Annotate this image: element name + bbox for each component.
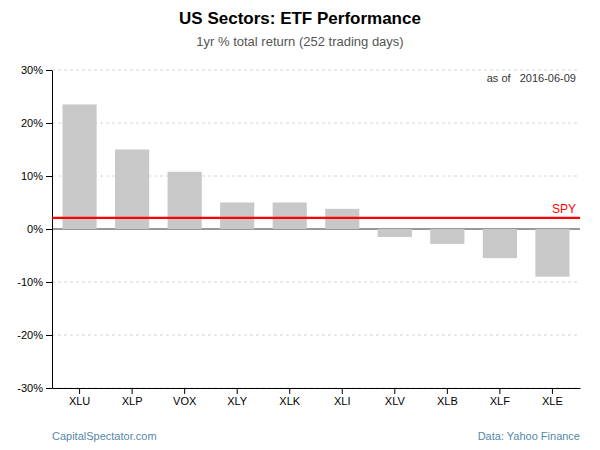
marks	[52, 104, 580, 276]
footer-left: CapitalSpectator.com	[52, 430, 157, 442]
y-tick: -10%	[17, 276, 52, 288]
y-tick: -30%	[17, 382, 52, 394]
x-tick-mark	[237, 388, 238, 394]
x-tick-label: XLU	[69, 395, 90, 407]
x-tick: XLP	[122, 388, 143, 407]
bar	[535, 229, 569, 277]
y-axis: -30% -20% -10% 0% 10% 20% 30%	[17, 64, 52, 394]
bar	[63, 104, 97, 229]
y-tick-label: 30%	[21, 64, 43, 76]
x-tick-label: XLP	[122, 395, 143, 407]
plot-area: -30%-20%-10%0%10%20%30%XLUXLPVOXXLYXLKXL…	[17, 64, 580, 407]
x-tick-mark	[499, 388, 500, 394]
title: US Sectors: ETF Performance	[179, 9, 421, 28]
y-tick-mark	[46, 229, 52, 230]
y-tick-label: 20%	[21, 117, 43, 129]
x-tick: VOX	[173, 388, 197, 407]
x-tick-mark	[342, 388, 343, 394]
y-tick-label: 0%	[27, 223, 43, 235]
bar	[220, 203, 254, 230]
y-tick: 10%	[21, 170, 52, 182]
chart-container: US Sectors: ETF Performance 1yr % total r…	[0, 0, 600, 450]
chart-svg: US Sectors: ETF Performance 1yr % total r…	[0, 0, 600, 450]
x-tick: XLY	[227, 388, 248, 407]
y-tick-mark	[46, 70, 52, 71]
grid-line	[52, 123, 580, 124]
y-tick: 30%	[21, 64, 52, 76]
x-tick-label: XLI	[334, 395, 351, 407]
x-tick-label: VOX	[173, 395, 197, 407]
x-tick-label: XLB	[437, 395, 458, 407]
x-tick-mark	[289, 388, 290, 394]
y-tick-mark	[46, 176, 52, 177]
x-tick-label: XLE	[542, 395, 563, 407]
bar	[483, 229, 517, 258]
x-tick: XLB	[437, 388, 458, 407]
y-tick: 0%	[27, 223, 52, 235]
grid-line	[52, 70, 580, 71]
x-tick: XLF	[490, 388, 510, 407]
x-axis: XLU XLP VOX XLY XLK XLI XLV XLB XLF XLE	[53, 388, 581, 407]
bar	[378, 229, 412, 237]
grid-line	[52, 388, 580, 389]
grid	[52, 70, 580, 388]
x-tick: XLI	[334, 388, 351, 407]
x-tick-mark	[184, 388, 185, 394]
y-tick-label: -20%	[17, 329, 43, 341]
y-axis-line	[52, 71, 53, 389]
grid-line	[52, 335, 580, 336]
x-tick-label: XLF	[490, 395, 510, 407]
x-tick-mark	[552, 388, 553, 394]
reference-line-label: SPY	[552, 202, 576, 216]
grid-line	[52, 282, 580, 283]
x-tick: XLV	[385, 388, 406, 407]
x-tick-mark	[394, 388, 395, 394]
x-tick: XLE	[542, 388, 563, 407]
x-tick-mark	[132, 388, 133, 394]
footer-right: Data: Yahoo Finance	[478, 430, 580, 442]
y-tick-label: 10%	[21, 170, 43, 182]
bar	[273, 203, 307, 230]
x-tick-label: XLV	[385, 395, 406, 407]
as-of-note: as of 2016-06-09	[487, 72, 576, 84]
y-tick-label: -30%	[17, 382, 43, 394]
bar	[430, 229, 464, 244]
y-tick-mark	[46, 123, 52, 124]
x-tick: XLK	[279, 388, 300, 407]
x-tick: XLU	[69, 388, 90, 407]
y-tick: -20%	[17, 329, 52, 341]
bar	[168, 172, 202, 229]
x-tick-label: XLY	[227, 395, 248, 407]
y-tick-mark	[46, 388, 52, 389]
x-tick-mark	[79, 388, 80, 394]
y-tick-mark	[46, 335, 52, 336]
x-tick-mark	[447, 388, 448, 394]
y-tick-mark	[46, 282, 52, 283]
subtitle: 1yr % total return (252 trading days)	[196, 34, 403, 49]
reference-line	[52, 217, 580, 219]
y-tick: 20%	[21, 117, 52, 129]
y-tick-label: -10%	[17, 276, 43, 288]
x-tick-label: XLK	[279, 395, 300, 407]
